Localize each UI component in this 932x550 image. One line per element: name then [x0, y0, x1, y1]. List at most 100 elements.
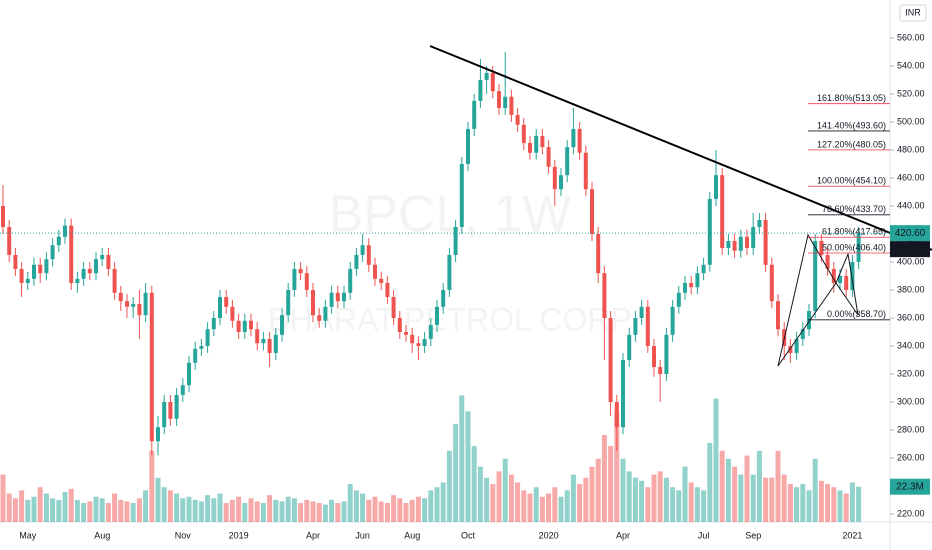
volume-bar	[496, 471, 502, 522]
volume-bar	[750, 474, 756, 522]
volume-bar	[403, 503, 409, 522]
candle-body	[658, 366, 663, 374]
watermark-subtitle: BHARAT PETROL CORP	[268, 301, 632, 337]
trendline	[429, 45, 932, 251]
candle-body	[497, 91, 501, 108]
x-tick-label: Apr	[306, 530, 320, 540]
volume-bar	[831, 487, 837, 522]
volume-bar	[688, 482, 694, 522]
volume-bar	[62, 491, 68, 522]
candle-body	[187, 362, 191, 386]
x-tick-label: Jul	[698, 530, 710, 540]
candle-body	[125, 301, 129, 307]
volume-bar	[12, 498, 18, 522]
volume-bar	[341, 501, 347, 522]
last-price-box	[890, 225, 930, 242]
volume-bar	[205, 495, 211, 522]
candle-body	[670, 306, 675, 335]
volume-bar	[329, 499, 335, 522]
volume-bar	[434, 487, 440, 522]
candle-body	[552, 166, 557, 190]
volume-bar	[701, 490, 707, 522]
candle-body	[565, 147, 570, 176]
volume-bar	[812, 458, 818, 522]
volume-bar	[279, 501, 285, 522]
volume-bar	[130, 503, 136, 522]
volume-bar	[713, 398, 719, 522]
volume-bar	[304, 499, 310, 522]
y-tick-label: 500.00	[897, 116, 925, 126]
fib-label: 50.00%(406.40)	[822, 242, 886, 252]
candle-body	[794, 338, 799, 353]
candle-body	[1, 205, 5, 227]
candle-body	[571, 128, 576, 148]
volume-bar	[657, 471, 663, 522]
x-tick-label: Apr	[616, 530, 630, 540]
y-tick-label: 300.00	[897, 396, 925, 406]
volume-bar	[372, 496, 378, 522]
volume-bar	[595, 458, 601, 522]
candle-body	[100, 254, 105, 260]
candle-body	[813, 240, 818, 311]
candle-body	[602, 273, 607, 318]
volume-bar	[502, 458, 508, 522]
currency: INR	[905, 7, 921, 17]
y-tick-label: 320.00	[897, 368, 925, 378]
x-tick-label: Sep	[745, 530, 761, 540]
volume-bar	[527, 493, 533, 522]
candle-body	[825, 254, 830, 269]
candle-body	[273, 334, 278, 353]
candle-body	[577, 128, 582, 153]
volume-bar	[676, 490, 682, 522]
candle-body	[534, 135, 539, 153]
candle-body	[633, 317, 638, 335]
candle-body	[819, 240, 824, 255]
candle-body	[621, 359, 625, 428]
volume-bar	[639, 480, 645, 522]
candle-body	[342, 292, 346, 302]
volume-label: 22.3M	[896, 481, 924, 492]
candle-body	[466, 128, 470, 164]
fib-label: 161.80%(513.05)	[817, 93, 886, 103]
volume-bar	[291, 498, 297, 522]
candle-body	[242, 320, 247, 332]
volume-bar	[217, 493, 223, 522]
candle-body	[701, 264, 706, 274]
candle-body	[714, 175, 718, 199]
volume-bar	[267, 495, 273, 522]
candle-body	[63, 225, 67, 237]
currency-box[interactable]	[899, 4, 927, 22]
volume-bar	[645, 487, 651, 522]
candle-body	[410, 334, 415, 344]
y-tick-label: 460.00	[897, 172, 925, 182]
candle-body	[608, 317, 613, 403]
volume-bar	[180, 498, 186, 522]
candle-body	[695, 273, 700, 288]
volume-bar	[601, 435, 607, 522]
volume-bar	[335, 503, 341, 522]
candle-body	[292, 268, 297, 290]
last-price-label: 420.60	[895, 228, 926, 239]
volume-bar	[515, 482, 521, 522]
candle-body	[69, 225, 74, 283]
candle-body	[391, 296, 396, 318]
candle-body	[856, 233, 861, 262]
volume-bar	[25, 499, 31, 522]
candle-body	[25, 278, 30, 283]
candle-body	[224, 296, 229, 307]
volume-bar	[837, 490, 843, 522]
volume-bar	[564, 490, 570, 522]
volume-bar	[632, 477, 638, 522]
y-tick-label: 260.00	[897, 452, 925, 462]
candle-body	[844, 275, 849, 290]
volume-bar	[583, 477, 589, 522]
volume-bar	[756, 450, 762, 522]
volume-bar	[446, 450, 452, 522]
volume-bar	[682, 466, 688, 522]
candle-body	[664, 334, 669, 374]
volume-bar	[56, 499, 62, 522]
candle-body	[726, 240, 731, 248]
volume-bar	[242, 503, 248, 522]
volume-bar	[347, 484, 353, 522]
